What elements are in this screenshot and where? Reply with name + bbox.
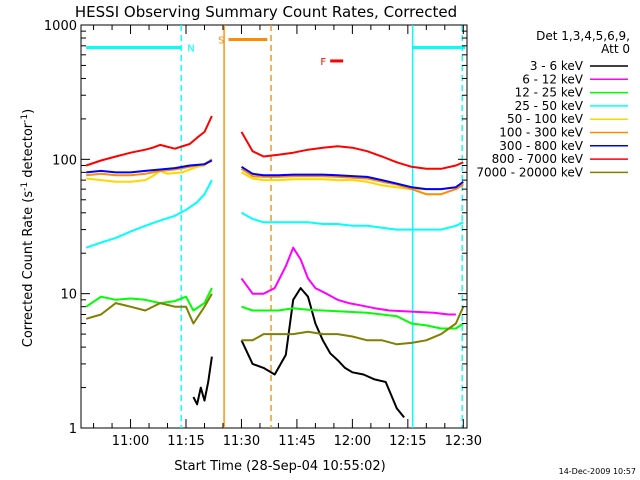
flag-markers: N S F	[86, 25, 466, 428]
x-axis-label: Start Time (28-Sep-04 10:55:02)	[174, 459, 385, 474]
x-tick-label: 11:00	[112, 434, 149, 449]
series-line-800-7000-kev	[85, 115, 464, 170]
series-line-6-12-kev	[240, 246, 456, 316]
chart-title: HESSI Observing Summary Count Rates, Cor…	[75, 3, 457, 21]
x-tick-label: 11:15	[167, 434, 204, 449]
data-series	[85, 115, 465, 419]
flag-label: N	[187, 43, 194, 54]
plot-area	[80, 24, 468, 429]
x-tick-label: 12:30	[445, 434, 482, 449]
x-tick-label: 11:30	[223, 434, 260, 449]
legend-entry-label: 100 - 300 keV	[499, 126, 583, 140]
legend-entry-label: 800 - 7000 keV	[492, 152, 584, 166]
series-line-3-6-kev	[192, 287, 405, 419]
y-axis-ticks: 1 10 100 1000	[44, 19, 467, 437]
plot-border	[80, 24, 468, 429]
legend-entry-label: 12 - 25 keV	[515, 86, 584, 100]
legend-entry-label: 50 - 100 keV	[507, 112, 584, 126]
y-tick-label: 1000	[44, 19, 77, 34]
flag-label: S	[218, 35, 224, 46]
series-line-7000-20000-kev	[85, 293, 465, 346]
y-tick-label: 10	[60, 288, 77, 303]
legend-entry-label: 7000 - 20000 keV	[476, 165, 583, 179]
series-line-300-800-kev	[86, 159, 464, 191]
legend-entry-label: 25 - 50 keV	[515, 99, 584, 113]
series-line-25-50-kev	[85, 179, 464, 249]
legend-title-line2: Att 0	[601, 42, 630, 56]
y-tick-label: 100	[52, 153, 77, 168]
legend-title-line1: Det 1,3,4,5,6,9,	[536, 29, 630, 43]
plot-timestamp: 14-Dec-2009 10:57	[559, 467, 636, 476]
legend-entry-label: 300 - 800 keV	[499, 139, 583, 153]
x-tick-label: 12:15	[389, 434, 426, 449]
x-tick-label: 12:00	[334, 434, 371, 449]
flag-label: F	[320, 57, 326, 68]
legend-entry-label: 6 - 12 keV	[522, 72, 584, 86]
y-axis-label: Corrected Count Rate (s-1 detector-1)	[20, 109, 36, 347]
x-axis-ticks: 11:00 11:15 11:30 11:45 12:00 12:15 12:30	[93, 25, 482, 449]
series-line-12-25-kev	[85, 287, 464, 330]
x-tick-label: 11:45	[278, 434, 315, 449]
y-tick-label: 1	[69, 422, 77, 437]
legend-entry-label: 3 - 6 keV	[530, 59, 584, 73]
